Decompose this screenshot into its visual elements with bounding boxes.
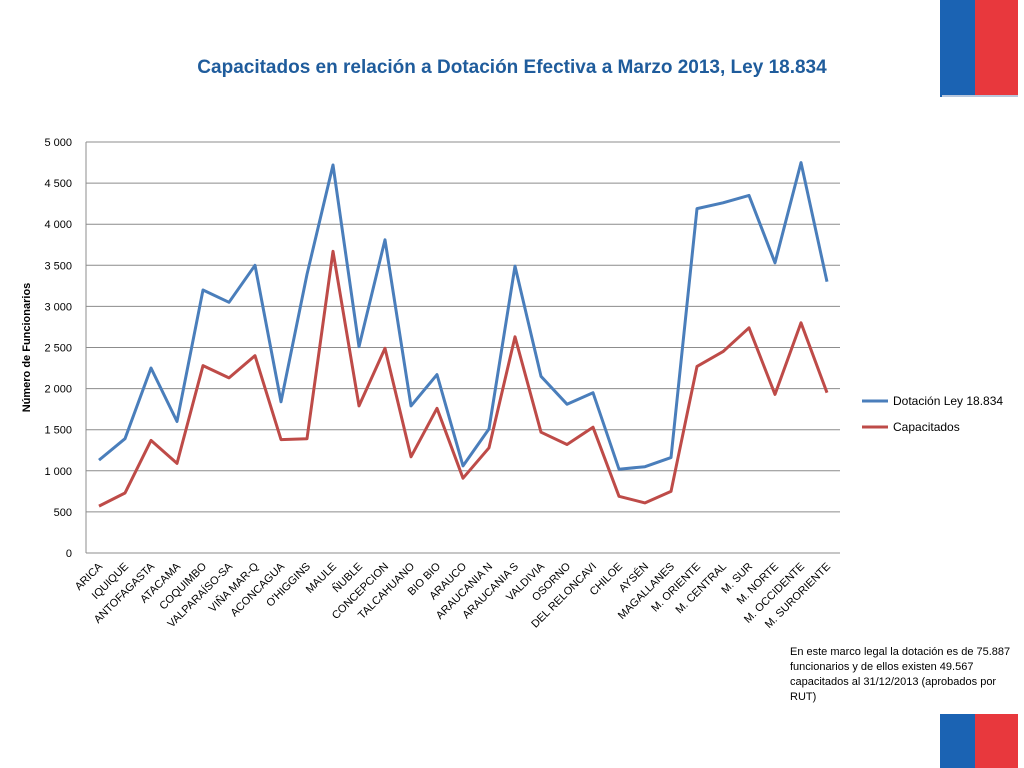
y-tick-label: 2 500 bbox=[44, 343, 72, 355]
y-axis-label: Número de Funcionarios bbox=[21, 283, 33, 413]
y-tick-label: 4 500 bbox=[44, 178, 72, 190]
y-tick-label: 0 bbox=[66, 548, 72, 560]
flag-shadow bbox=[942, 95, 1018, 97]
chart-title: Capacitados en relación a Dotación Efect… bbox=[197, 57, 827, 78]
y-tick-label: 3 500 bbox=[44, 260, 72, 272]
y-tick-label: 3 000 bbox=[44, 301, 72, 313]
legend-label: Capacitados bbox=[893, 420, 960, 434]
flag-decoration-bottom bbox=[940, 714, 1018, 768]
y-tick-label: 1 000 bbox=[44, 466, 72, 478]
flag-blue-block-bottom bbox=[940, 714, 975, 768]
y-tick-label: 500 bbox=[54, 507, 72, 519]
flag-red-block-bottom bbox=[975, 714, 1018, 768]
flag-red-block bbox=[975, 0, 1018, 97]
y-tick-label: 4 000 bbox=[44, 219, 72, 231]
series-line-dotacion bbox=[98, 161, 829, 471]
series-line-capacitados bbox=[98, 249, 829, 508]
flag-decoration-top bbox=[940, 0, 1018, 97]
y-tick-label: 5 000 bbox=[44, 137, 72, 149]
y-tick-label: 2 000 bbox=[44, 384, 72, 396]
footnote-text: En este marco legal la dotación es de 75… bbox=[790, 646, 1011, 703]
flag-blue-block bbox=[940, 0, 975, 97]
y-tick-label: 1 500 bbox=[44, 425, 72, 437]
legend-label: Dotación Ley 18.834 bbox=[893, 394, 1003, 408]
